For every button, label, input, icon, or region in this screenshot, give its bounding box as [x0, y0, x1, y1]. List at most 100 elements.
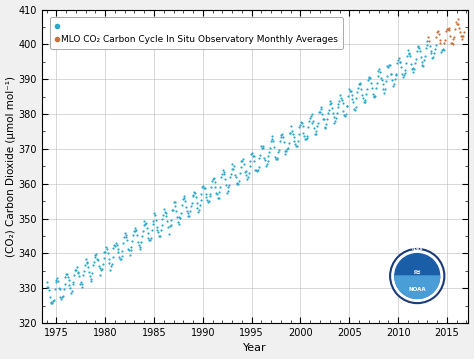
Point [73, 264, 81, 270]
Point [126, 252, 134, 258]
Point [142, 220, 150, 225]
Point [297, 120, 305, 125]
Point [305, 118, 313, 123]
Point [118, 248, 126, 254]
Point [252, 167, 259, 173]
Point [262, 163, 270, 169]
Point [195, 208, 203, 213]
Point [410, 65, 417, 71]
Point [48, 300, 55, 306]
Point [282, 151, 289, 157]
Point [60, 286, 67, 292]
Point [427, 48, 434, 54]
Point [116, 256, 124, 262]
Point [431, 46, 438, 52]
Point [435, 32, 443, 37]
Point [398, 64, 405, 70]
Point [439, 47, 447, 52]
Point [149, 222, 156, 227]
Point [434, 28, 442, 34]
Point [447, 41, 455, 46]
Point [47, 299, 55, 305]
Point [218, 171, 226, 177]
Point [80, 269, 88, 274]
Point [98, 266, 106, 272]
Point [408, 66, 416, 72]
Point [359, 95, 367, 101]
Point [135, 243, 143, 248]
Point [140, 222, 147, 228]
Point [362, 97, 369, 103]
Point [430, 50, 438, 56]
Point [108, 261, 116, 267]
Point [341, 113, 349, 119]
Point [236, 171, 244, 176]
Point [134, 239, 142, 244]
Point [65, 282, 73, 288]
Point [138, 234, 146, 239]
Point [303, 135, 310, 140]
Point [179, 196, 187, 202]
Point [202, 194, 210, 200]
Point [72, 267, 80, 273]
Point [88, 278, 95, 284]
Point [344, 103, 351, 109]
Point [273, 156, 281, 162]
Point [162, 210, 169, 216]
Point [53, 277, 60, 283]
Point [276, 138, 283, 144]
Point [167, 218, 175, 223]
Point [253, 168, 261, 174]
Point [152, 217, 160, 223]
Point [194, 205, 201, 211]
Point [176, 214, 183, 220]
Point [235, 181, 242, 187]
Point [237, 164, 245, 169]
Point [402, 60, 410, 66]
Point [205, 199, 213, 204]
Point [63, 271, 70, 277]
Point [164, 224, 172, 230]
Point [120, 234, 128, 240]
Point [131, 228, 138, 234]
Point [447, 33, 454, 39]
Point [251, 158, 258, 164]
Point [226, 174, 234, 180]
Point [393, 60, 401, 66]
Point [119, 241, 127, 246]
Point [171, 199, 178, 205]
Point [197, 197, 204, 203]
Point [289, 132, 297, 137]
Point [441, 40, 448, 46]
Point [443, 26, 451, 32]
Point [381, 87, 389, 92]
Point [390, 81, 398, 87]
Point [337, 93, 344, 98]
Point [256, 152, 264, 158]
Point [128, 238, 136, 244]
Point [111, 243, 119, 249]
Point [160, 206, 168, 212]
Point [248, 150, 256, 156]
Point [420, 57, 428, 63]
Point [230, 164, 238, 169]
Point [58, 294, 66, 300]
Point [49, 298, 57, 304]
Point [352, 104, 359, 110]
Point [133, 233, 141, 238]
Point [345, 93, 352, 99]
Point [114, 246, 121, 252]
Point [234, 181, 241, 186]
Point [220, 171, 228, 177]
Point [441, 37, 449, 43]
Point [168, 208, 176, 213]
Point [145, 235, 152, 241]
Point [363, 92, 370, 97]
Point [50, 297, 58, 303]
Point [123, 234, 130, 240]
Point [406, 53, 414, 59]
Point [287, 130, 294, 136]
Point [79, 281, 86, 286]
Point [416, 48, 424, 54]
Point [216, 189, 223, 195]
